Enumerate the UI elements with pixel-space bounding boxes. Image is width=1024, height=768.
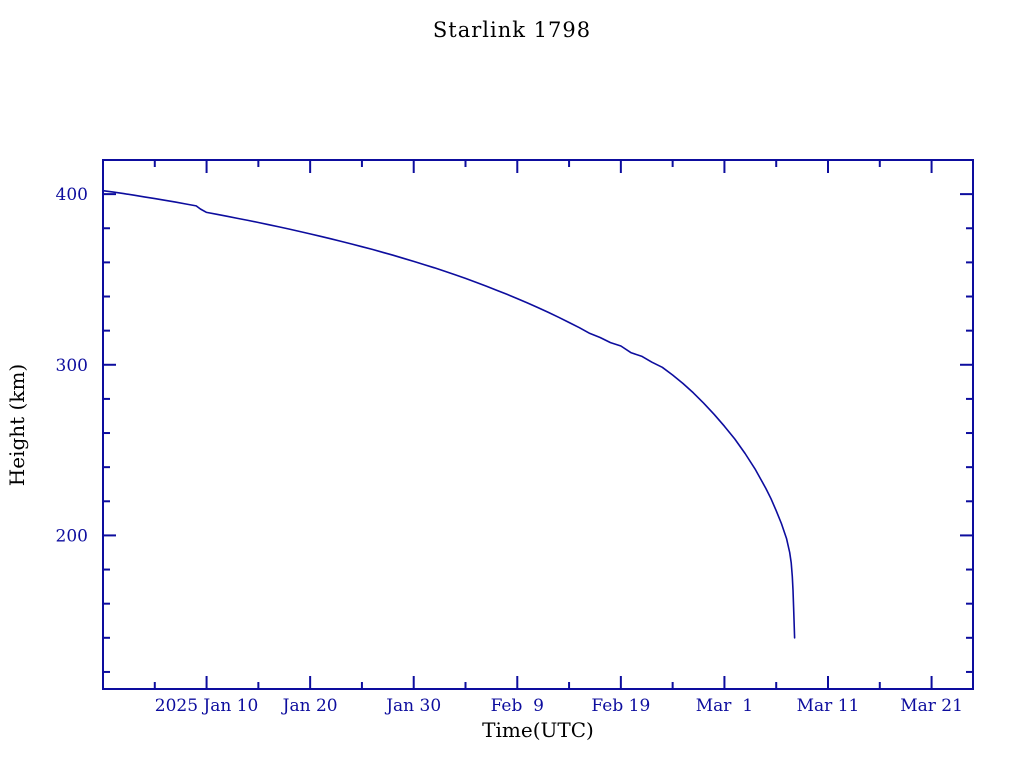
y-tick-label: 300: [56, 356, 88, 376]
chart-title: Starlink 1798: [432, 18, 592, 42]
x-tick-label: Mar 11: [797, 696, 860, 716]
plot-box: [102, 159, 974, 690]
x-tick-label: Jan 30: [384, 696, 441, 716]
y-tick-label: 400: [56, 185, 88, 205]
x-tick-label: Mar 21: [900, 696, 963, 716]
x-tick-label: Jan 20: [281, 696, 338, 716]
x-axis-label: Time(UTC): [482, 718, 594, 742]
height-curve: [102, 189, 796, 639]
y-tick-label: 200: [56, 526, 88, 546]
x-tick-label: Feb 9: [491, 696, 544, 716]
x-tick-label: 2025 Jan 10: [155, 696, 259, 716]
y-axis-label: Height (km): [5, 363, 29, 487]
x-tick-label: Feb 19: [591, 696, 650, 716]
x-tick-label: Mar 1: [696, 696, 753, 716]
